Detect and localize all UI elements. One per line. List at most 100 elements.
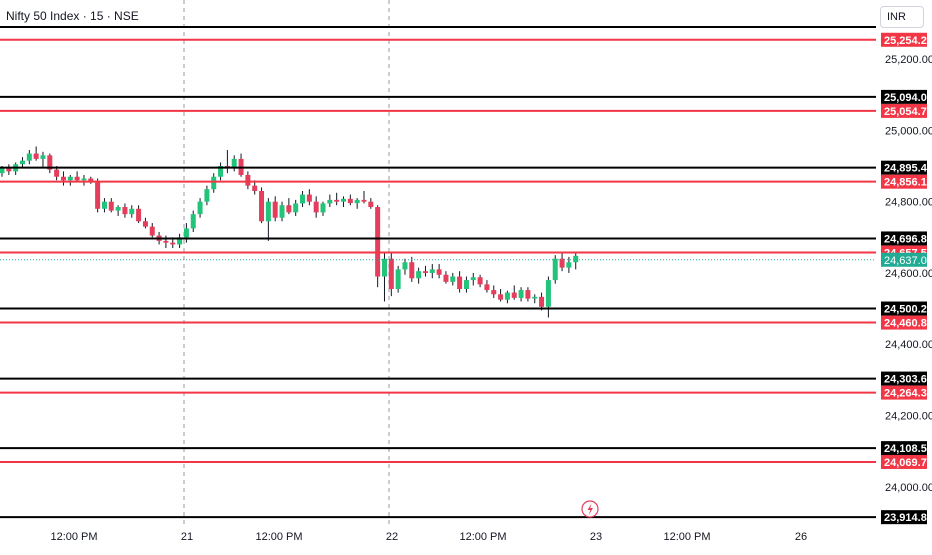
candle-up [532, 296, 538, 299]
candle-down [170, 242, 176, 245]
candle-up [197, 201, 203, 215]
y-axis-tick-label: 24,400.00 [885, 339, 932, 351]
candle-down [477, 277, 483, 285]
candle-up [341, 198, 346, 202]
candle-up [129, 208, 135, 215]
candle-up [211, 176, 217, 190]
candle-up [115, 207, 121, 211]
candle-down [457, 276, 463, 289]
level-price-tag [881, 385, 927, 400]
candle-up [231, 158, 237, 168]
candle-down [108, 201, 114, 211]
level-price-tag [881, 89, 927, 104]
level-price-tag [881, 371, 927, 386]
level-price-tag [881, 315, 927, 330]
candle-down [33, 153, 39, 159]
candle-up [504, 292, 510, 300]
candle-down [491, 290, 497, 295]
candle-down [136, 208, 142, 222]
level-price-tag [881, 174, 927, 189]
candle-down [54, 169, 60, 177]
y-axis-tick-label: 24,600.00 [885, 268, 932, 280]
level-price-label: 23,914.80 [884, 512, 932, 524]
candle-down [559, 258, 565, 268]
level-price-label: 25,254.25 [884, 35, 932, 47]
candle-up [573, 255, 579, 263]
candle-up [402, 262, 408, 270]
level-price-label: 24,069.70 [884, 457, 932, 469]
candle-down [306, 194, 312, 202]
candle-down [498, 294, 504, 300]
candle-up [545, 280, 551, 307]
x-axis-tick-label: 12:00 PM [459, 531, 506, 543]
candle-up [190, 214, 196, 229]
candle-down [422, 271, 428, 273]
candle-up [265, 201, 271, 222]
candle-up [177, 237, 183, 245]
level-price-label: 24,264.35 [884, 388, 932, 400]
level-price-label: 25,054.70 [884, 106, 932, 118]
y-axis-tick-label: 25,000.00 [885, 125, 932, 137]
level-price-tag [881, 441, 927, 456]
y-axis-tick-label: 24,800.00 [885, 197, 932, 209]
level-price-tag [881, 32, 927, 47]
candle-down [142, 221, 148, 227]
last-price-tag [881, 252, 927, 267]
level-price-label: 24,696.80 [884, 233, 932, 245]
x-axis-tick-label: 21 [181, 531, 193, 543]
level-price-tag [881, 231, 927, 246]
level-price-label: 25,094.00 [884, 92, 932, 104]
level-price-label: 24,460.85 [884, 318, 932, 330]
level-price-label: 24,108.50 [884, 443, 932, 455]
candle-down [272, 201, 278, 218]
candle-down [149, 226, 155, 236]
y-axis-tick-label: 24,200.00 [885, 411, 932, 423]
candle-up [320, 203, 326, 213]
candle-up [381, 258, 387, 277]
candle-up [300, 194, 306, 204]
candle-down [361, 199, 367, 202]
candle-up [218, 166, 224, 177]
level-price-tag [881, 160, 927, 175]
candle-up [0, 167, 5, 174]
candle-up [19, 160, 25, 165]
candle-up [450, 276, 456, 282]
candle-down [436, 269, 442, 275]
candle-up [395, 269, 401, 289]
candle-up [354, 199, 360, 204]
candle-up [26, 153, 32, 161]
level-price-label: 24,856.10 [884, 177, 932, 189]
candle-up [566, 262, 572, 268]
lightning-bolt-icon[interactable] [581, 500, 599, 518]
level-price-label: 24,303.65 [884, 374, 932, 386]
candle-up [416, 271, 422, 279]
y-axis-tick-label: 24,000.00 [885, 482, 932, 494]
candle-up [183, 228, 189, 238]
candle-down [388, 258, 394, 289]
candle-down [313, 201, 319, 213]
candle-down [95, 182, 101, 209]
candle-down [286, 205, 292, 213]
level-price-tag [881, 103, 927, 118]
candle-down [375, 207, 381, 277]
candle-down [74, 176, 80, 181]
candle-down [539, 296, 545, 307]
candle-up [293, 203, 299, 213]
candle-down [88, 178, 94, 183]
candle-up [463, 280, 469, 289]
symbol-title[interactable]: Nifty 50 Index · 15 · NSE [6, 9, 139, 23]
candle-down [122, 207, 128, 215]
candle-up [67, 176, 73, 181]
x-axis-tick-label: 23 [590, 531, 602, 543]
level-price-label: 24,895.40 [884, 163, 932, 175]
currency-selector[interactable]: INR [880, 6, 924, 28]
level-price-tag [881, 301, 927, 316]
level-price-tag [881, 454, 927, 469]
candle-up [552, 258, 558, 281]
candle-down [163, 240, 169, 243]
candle-up [279, 205, 285, 218]
candle-down [368, 201, 374, 208]
level-price-tag [881, 510, 927, 525]
